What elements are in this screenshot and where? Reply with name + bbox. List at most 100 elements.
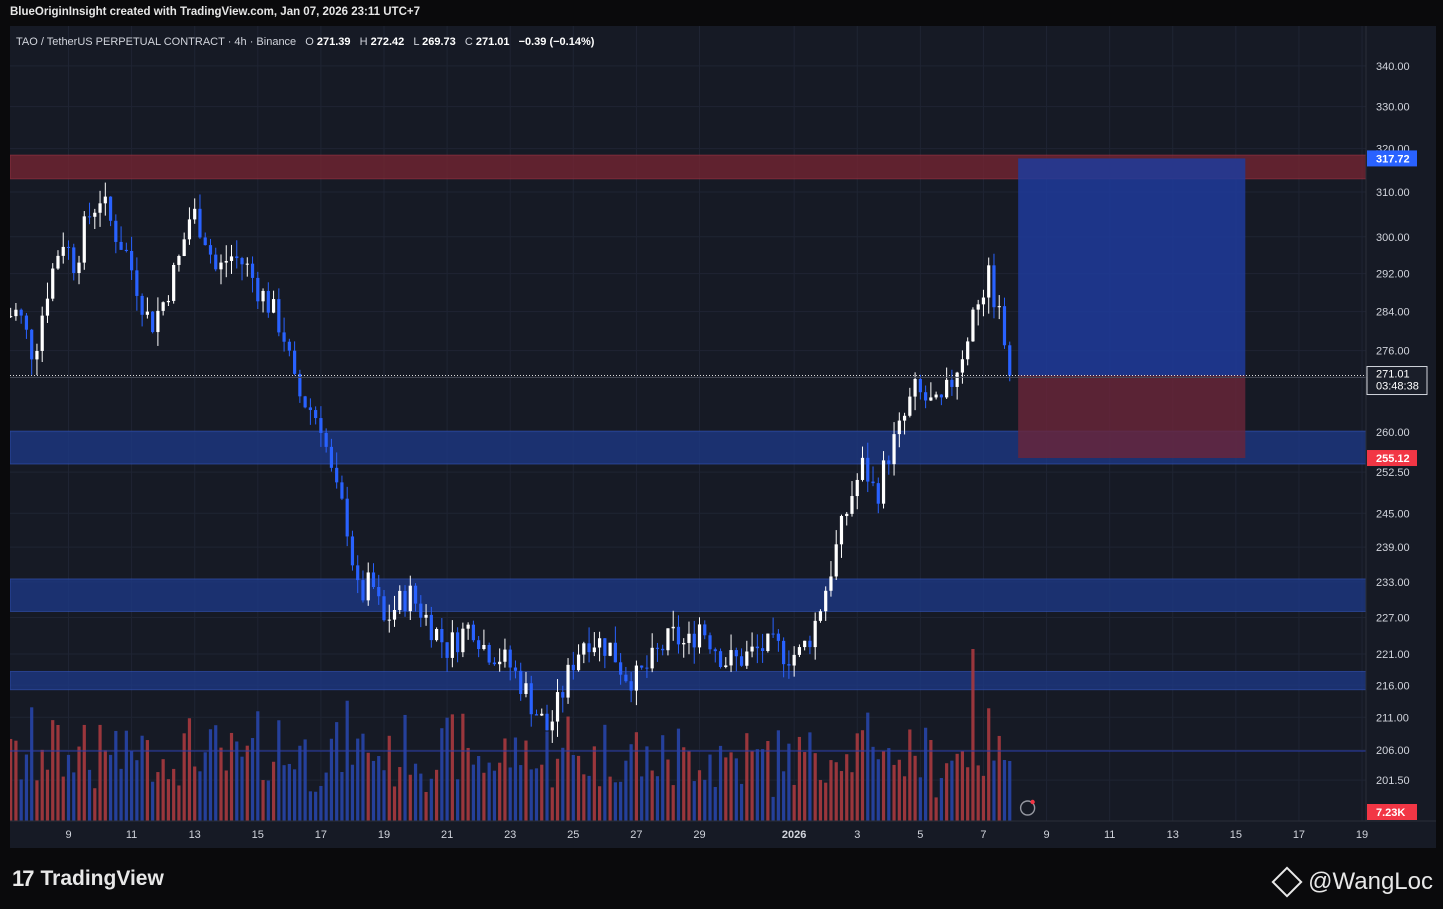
candle-body (892, 434, 896, 465)
volume-bar (855, 733, 859, 821)
candle-body (19, 309, 23, 316)
candle-body (235, 256, 239, 259)
volume-bar (908, 729, 912, 821)
volume-bar (939, 778, 943, 821)
candle-body (266, 290, 270, 313)
candle-body (40, 315, 44, 351)
volume-bar (797, 736, 802, 821)
candle-body (966, 341, 970, 360)
candle-body (545, 713, 549, 731)
candle-body (382, 596, 386, 621)
volume-bar (119, 768, 123, 821)
volume-bar (387, 735, 391, 821)
candle-body (14, 309, 18, 317)
volume-bar (555, 758, 560, 821)
volume-bar (72, 772, 76, 821)
candle-body (471, 624, 475, 641)
volume-bar (997, 735, 1001, 821)
volume-bar (366, 752, 370, 821)
candle-body (30, 329, 34, 360)
volume-bar (824, 782, 828, 821)
chart-panel[interactable]: 340.00 330.00 320.00 310.00 300.00 292.00 284.… (10, 26, 1436, 848)
last-price-badge (1366, 366, 1428, 396)
volume-bar (718, 745, 723, 821)
candle-body (277, 299, 281, 333)
volume-bar (293, 769, 297, 821)
candle-body (114, 220, 118, 242)
candle-body (803, 640, 807, 648)
candle-body (597, 638, 602, 648)
candle-body (766, 633, 770, 651)
candle-body (245, 263, 249, 265)
volume-bar (981, 775, 986, 821)
candle-body (440, 629, 444, 643)
candle-body (655, 647, 660, 649)
candle-body (151, 311, 155, 333)
volume-bar (860, 730, 865, 821)
candle-body (340, 482, 344, 499)
time-tick-label: 15 (1230, 829, 1242, 841)
volume-bar (314, 791, 318, 821)
volume-bar (282, 765, 286, 821)
candle-body (750, 646, 754, 652)
volume-bar (419, 773, 423, 821)
volume-bar (729, 752, 733, 821)
candle-body (198, 208, 202, 238)
volume-bar (487, 762, 491, 821)
volume-bar (971, 649, 975, 821)
candle-body (619, 662, 623, 675)
volume-bar (429, 778, 433, 821)
volume-bar (750, 750, 754, 821)
volume-bar (566, 716, 570, 821)
chart-attribution: BlueOriginInsight created with TradingVi… (10, 6, 420, 18)
volume-bar (661, 735, 665, 821)
candle-body (929, 397, 933, 401)
volume-bar (571, 755, 575, 821)
candle-body (119, 241, 123, 250)
volume-bar (93, 788, 97, 821)
volume-bar (839, 771, 844, 821)
volume-bar (482, 772, 486, 821)
price-label-text: 255.12 (1376, 453, 1410, 465)
volume-bar (634, 732, 638, 821)
ohlc-legend: TAO / TetherUS PERPETUAL CONTRACT · 4h ·… (16, 36, 595, 48)
candle-body (408, 585, 412, 612)
volume-bar (219, 747, 223, 821)
candle-body (377, 587, 381, 597)
volume-bar (876, 759, 880, 821)
candle-body (108, 196, 113, 221)
volume-bar (808, 732, 812, 821)
volume-bar (471, 764, 475, 821)
candle-body (540, 713, 544, 716)
svg-text:TAO / TetherUS PERPETUAL CONTR: TAO / TetherUS PERPETUAL CONTRACT · 4h ·… (16, 36, 595, 48)
volume-bar (613, 782, 617, 821)
candle-body (177, 256, 181, 265)
volume-bar (934, 797, 938, 821)
tradingview-logo[interactable]: 17 TradingView (12, 866, 164, 892)
volume-bar (540, 764, 544, 821)
volume-bar (650, 770, 654, 821)
volume-bar (755, 749, 759, 821)
change-value: −0.39 (−0.14%) (519, 36, 595, 48)
volume-bar (434, 769, 439, 821)
candle-body (261, 290, 265, 302)
candle-body (603, 638, 607, 656)
volume-bar (892, 764, 896, 821)
candle-body (145, 311, 149, 315)
candle-body (24, 315, 29, 330)
high-label: H (360, 36, 368, 48)
candle-body (813, 620, 817, 648)
price-tick-label: 227.00 (1376, 612, 1410, 624)
volume-bar (1008, 760, 1012, 821)
candle-body (997, 306, 1001, 308)
volume-bar (955, 753, 959, 821)
volume-bar (477, 756, 481, 821)
candle-body (203, 237, 207, 246)
overlays (10, 375, 1366, 752)
volume-bar (303, 739, 307, 821)
price-chart[interactable]: 340.00330.00320.00310.00300.00292.00284.… (10, 26, 1436, 848)
alert-dot-icon (1030, 799, 1035, 805)
candle-body (93, 212, 97, 217)
volume-bar (224, 770, 228, 821)
candle-body (708, 635, 712, 650)
